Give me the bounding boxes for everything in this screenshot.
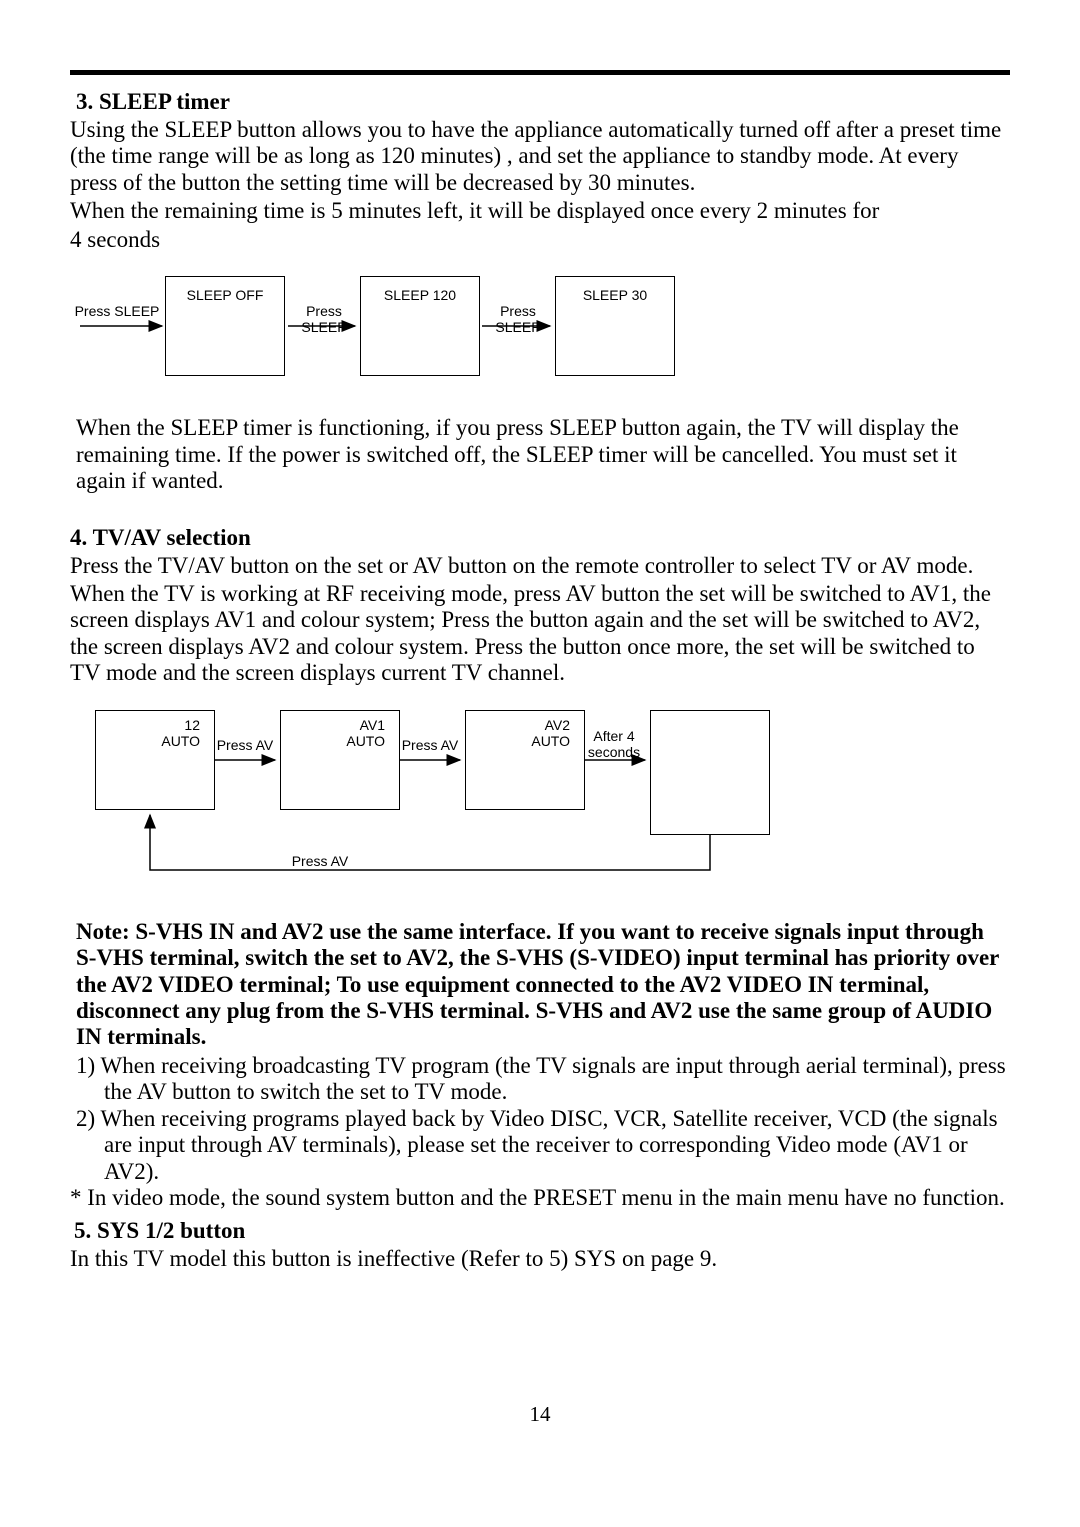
sleep-p2: When the remaining time is 5 minutes lef… [70, 198, 1010, 224]
tvav-p1: Press the TV/AV button on the set or AV … [70, 553, 1010, 579]
page-root: 3. SLEEP timer Using the SLEEP button al… [0, 0, 1080, 1467]
av-box-av1: AV1 AUTO [280, 710, 400, 810]
list-1: 1) When receiving broadcasting TV progra… [76, 1053, 1010, 1106]
sleep-box-off-label: SLEEP OFF [166, 287, 284, 303]
heading-sys: 5. SYS 1/2 button [74, 1218, 1010, 1244]
av-box-12-l1: 12 [96, 717, 214, 733]
press-sleep-3: Press SLEEP [478, 303, 558, 335]
av-box-av2-l2: AUTO [466, 733, 584, 749]
sleep-p4: When the SLEEP timer is functioning, if … [76, 415, 1010, 494]
list-3: * In video mode, the sound system button… [70, 1185, 1010, 1211]
av-box-12: 12 AUTO [95, 710, 215, 810]
sleep-box-30: SLEEP 30 [555, 276, 675, 376]
press-av-1: Press AV [210, 737, 280, 753]
press-sleep-2: Press SLEEP [284, 303, 364, 335]
press-sleep-1: Press SLEEP [72, 303, 162, 319]
press-av-2: Press AV [395, 737, 465, 753]
av-box-av2: AV2 AUTO [465, 710, 585, 810]
sleep-box-120: SLEEP 120 [360, 276, 480, 376]
after-4-seconds: After 4 seconds [578, 728, 650, 760]
top-rule [70, 70, 1010, 75]
sleep-diagram: Press SLEEP Press SLEEP Press SLEEP SLEE… [70, 271, 1010, 391]
av-box-av2-l1: AV2 [466, 717, 584, 733]
sleep-p1: Using the SLEEP button allows you to hav… [70, 117, 1010, 196]
sleep-box-off: SLEEP OFF [165, 276, 285, 376]
heading-tvav: 4. TV/AV selection [70, 525, 1010, 551]
av-box-blank [650, 710, 770, 835]
heading-sleep-timer: 3. SLEEP timer [76, 89, 1010, 115]
press-av-return: Press AV [260, 853, 380, 869]
sleep-box-120-label: SLEEP 120 [361, 287, 479, 303]
page-number: 14 [70, 1402, 1010, 1427]
sleep-p3: 4 seconds [70, 227, 1010, 253]
av-box-av1-l1: AV1 [281, 717, 399, 733]
sleep-box-30-label: SLEEP 30 [556, 287, 674, 303]
list-2: 2) When receiving programs played back b… [76, 1106, 1010, 1185]
note-svhs: Note: S-VHS IN and AV2 use the same inte… [76, 919, 1010, 1051]
av-diagram: Press AV Press AV After 4 seconds Press … [70, 705, 1010, 895]
av-box-av1-l2: AUTO [281, 733, 399, 749]
tvav-p2: When the TV is working at RF receiving m… [70, 581, 1010, 687]
sys-p1: In this TV model this button is ineffect… [70, 1246, 1010, 1272]
av-box-12-l2: AUTO [96, 733, 214, 749]
